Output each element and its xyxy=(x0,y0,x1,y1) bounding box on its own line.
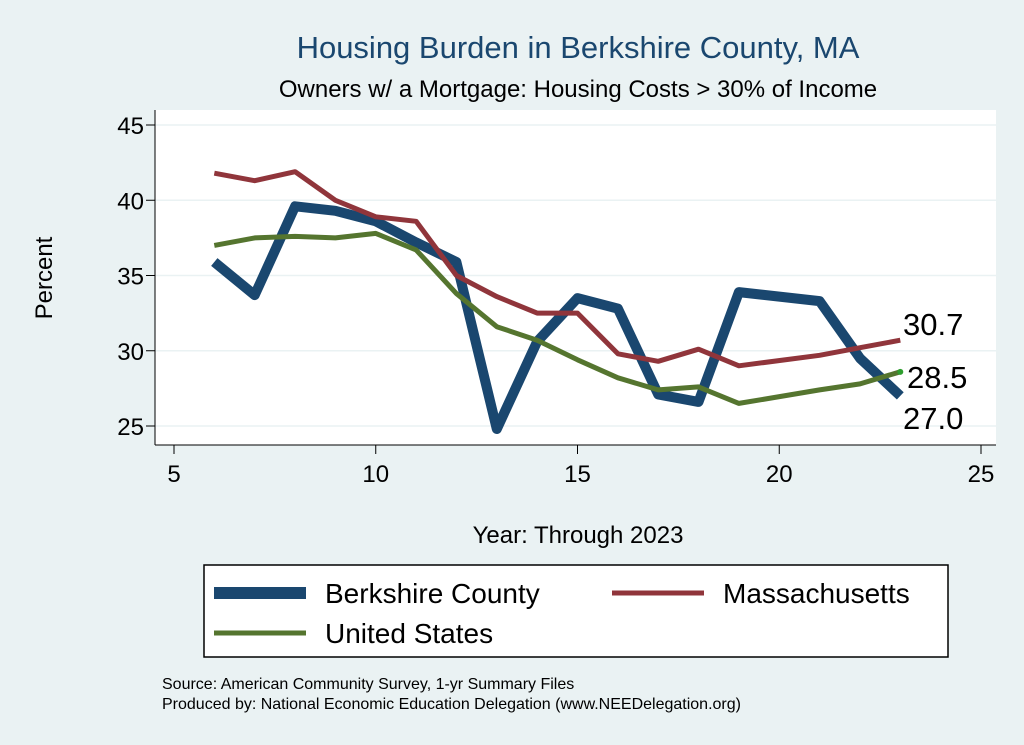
x-tick-label-10: 10 xyxy=(362,461,389,488)
y-tick-label-40: 40 xyxy=(117,188,144,215)
x-axis-ticks: 5 10 15 20 25 xyxy=(167,445,994,488)
y-axis-ticks: 25 30 35 40 45 xyxy=(117,113,155,441)
y-tick-label-35: 35 xyxy=(117,264,144,291)
x-tick-label-5: 5 xyxy=(167,461,180,488)
chart-title: Housing Burden in Berkshire County, MA xyxy=(297,30,860,65)
plot-area xyxy=(155,110,996,445)
series-line-massachusetts xyxy=(213,169,901,369)
series-lines xyxy=(211,169,904,434)
end-label-united-states: 28.5 xyxy=(907,360,967,395)
legend-label-united-states: United States xyxy=(325,618,493,649)
series-line-united-states xyxy=(213,230,902,406)
legend: Berkshire County Massachusetts United St… xyxy=(203,564,949,658)
y-tick-label-30: 30 xyxy=(117,339,144,366)
legend-box xyxy=(203,564,949,658)
end-label-massachusetts: 30.7 xyxy=(903,307,963,342)
end-label-berkshire: 27.0 xyxy=(903,401,963,436)
produced-by-note: Produced by: National Economic Education… xyxy=(162,696,741,713)
legend-label-massachusetts: Massachusetts xyxy=(723,578,910,609)
x-tick-label-15: 15 xyxy=(564,461,591,488)
source-note: Source: American Community Survey, 1-yr … xyxy=(162,676,574,693)
y-tick-label-45: 45 xyxy=(117,113,144,140)
chart-subtitle: Owners w/ a Mortgage: Housing Costs > 30… xyxy=(279,76,877,103)
series-end-marker-united-states xyxy=(897,368,904,375)
y-axis-title: Percent xyxy=(31,236,58,319)
x-tick-label-20: 20 xyxy=(766,461,793,488)
legend-label-berkshire: Berkshire County xyxy=(325,578,540,609)
x-tick-label-25: 25 xyxy=(968,461,995,488)
y-tick-label-25: 25 xyxy=(117,414,144,441)
x-axis-title: Year: Through 2023 xyxy=(473,522,684,549)
